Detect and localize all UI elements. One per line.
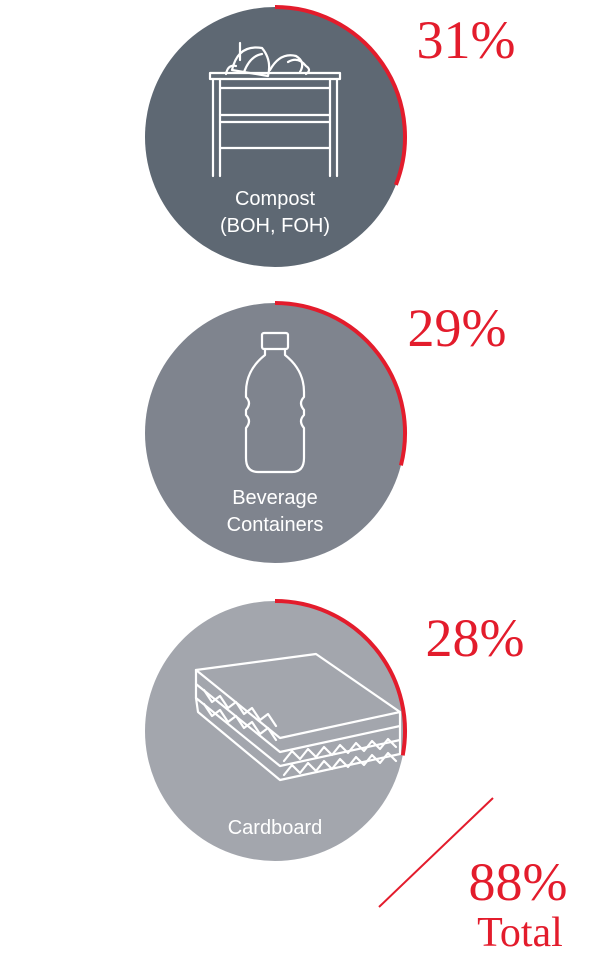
beverage-containers-percent-arc (274, 301, 407, 466)
compost-item: Compost (BOH, FOH) 31% (145, 5, 516, 267)
compost-percent-arc (274, 5, 407, 186)
compost-percent: 31% (417, 10, 516, 70)
bottle-icon (244, 331, 306, 474)
cardboard-icon (194, 652, 402, 782)
beverage-containers-circle (145, 303, 405, 563)
cardboard-percent-arc (274, 599, 407, 756)
beverage-containers-label-line-2: Containers (227, 514, 324, 536)
total-divider-line (378, 797, 494, 908)
total-percent: 88% (469, 852, 568, 912)
beverage-containers-item: Beverage Containers 29% (145, 298, 506, 563)
cardboard-item: Cardboard 28% (145, 599, 525, 861)
cardboard-label: Cardboard (228, 817, 323, 839)
beverage-containers-label-line-1: Beverage (232, 487, 318, 509)
compost-label-line-1: Compost (235, 188, 315, 210)
cardboard-percent: 28% (426, 608, 525, 668)
total-label: Total (477, 910, 563, 956)
compost-bin-icon (208, 41, 342, 178)
compost-label-line-2: (BOH, FOH) (220, 215, 330, 237)
beverage-containers-percent: 29% (408, 298, 507, 358)
total-group: 88% Total (378, 797, 568, 956)
cardboard-circle (145, 601, 405, 861)
